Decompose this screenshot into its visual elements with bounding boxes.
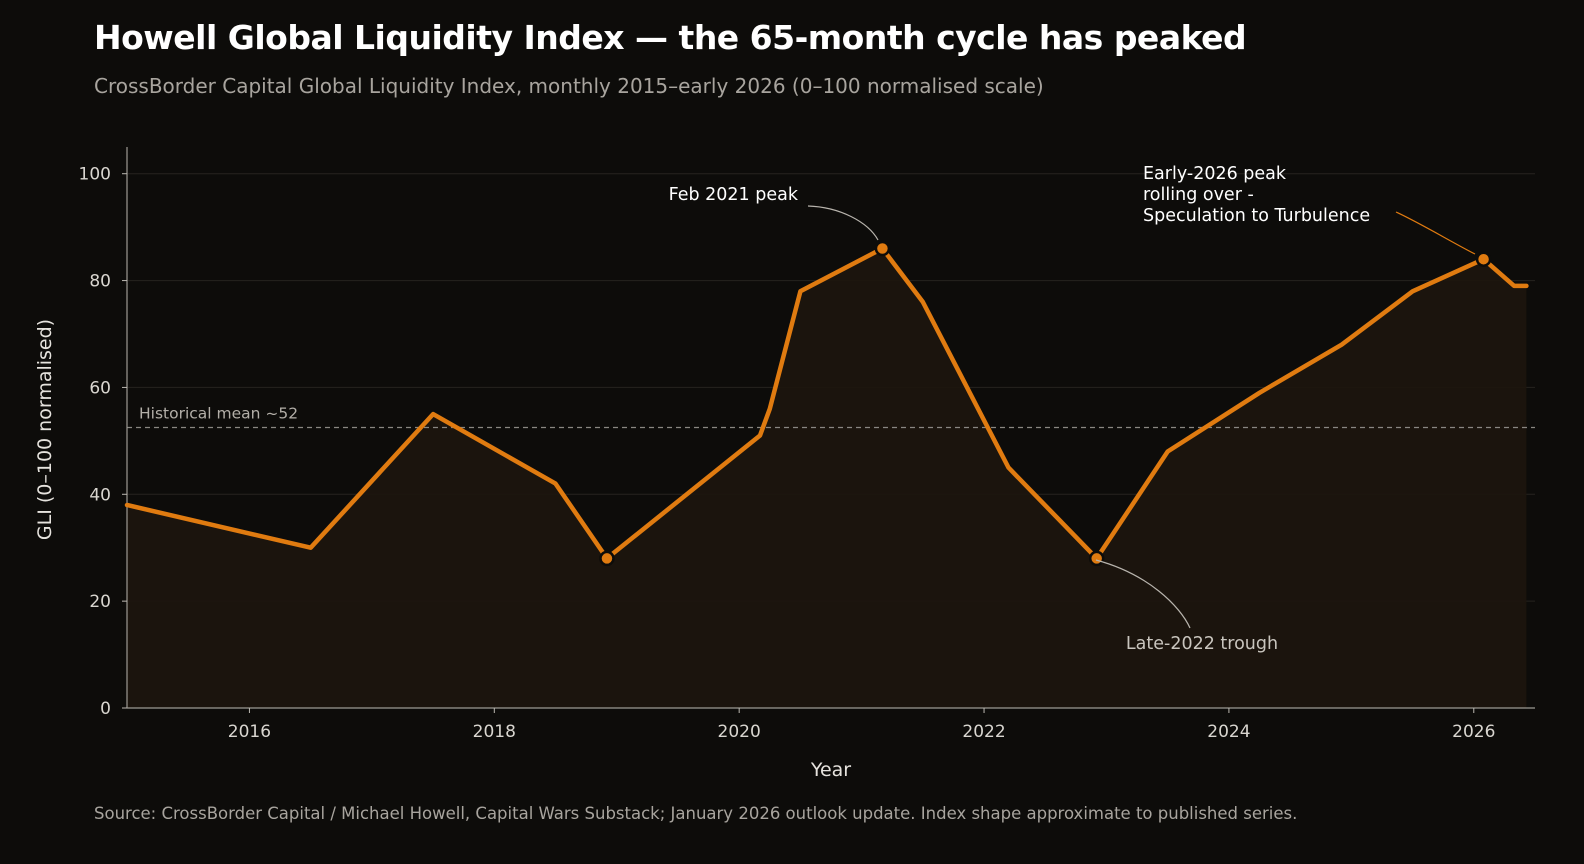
chart-subtitle: CrossBorder Capital Global Liquidity Ind… [94,74,1044,98]
annotation-connector [807,205,879,241]
annotation-connector [1395,211,1476,255]
y-tick-label: 0 [100,699,111,719]
y-tick-label: 100 [79,165,111,185]
point-marker [599,550,615,567]
x-ticks: 2016 2018 2020 2022 2024 2026 [228,708,1495,742]
annotation-connector [1095,559,1191,629]
y-tick-label: 40 [89,485,111,505]
point-marker [874,240,891,257]
chart-title: Howell Global Liquidity Index — the 65-m… [94,18,1247,57]
annotations: Feb 2021 peak Late-2022 trough Early-2026 … [669,164,1476,654]
area-fill [127,248,1527,708]
axes [126,147,1535,709]
annotation-label: Feb 2021 peak [669,185,799,205]
x-axis-title: Year [810,759,851,781]
source-note: Source: CrossBorder Capital / Michael Ho… [94,804,1298,823]
y-tick-label: 20 [89,592,111,612]
point-markers [599,240,1492,567]
y-ticks: 0 20 40 60 80 100 [79,165,127,719]
y-tick-label: 80 [89,272,111,292]
point-marker [1475,251,1492,267]
x-tick-label: 2016 [228,722,271,742]
annotation-line: rolling over - [1143,185,1254,205]
x-tick-label: 2018 [473,722,516,742]
y-tick-label: 60 [89,378,111,398]
historical-mean-label: Historical mean ~52 [139,405,298,423]
series-line [124,246,1529,561]
x-tick-label: 2020 [718,722,761,742]
y-axis-title: GLI (0–100 normalised) [34,319,56,540]
x-tick-label: 2024 [1207,722,1250,742]
point-marker [1088,550,1105,567]
annotation-line: Feb 2021 peak [669,185,799,205]
annotation-line: Speculation to Turbulence [1143,206,1370,226]
annotation-label: Early-2026 peak rolling over -Speculation… [1143,164,1370,226]
annotation-label: Late-2022 trough [1126,634,1278,654]
x-tick-label: 2022 [962,722,1005,742]
x-tick-label: 2026 [1452,722,1495,742]
annotation-line: Late-2022 trough [1126,634,1278,654]
annotation-line: Early-2026 peak [1143,164,1287,184]
